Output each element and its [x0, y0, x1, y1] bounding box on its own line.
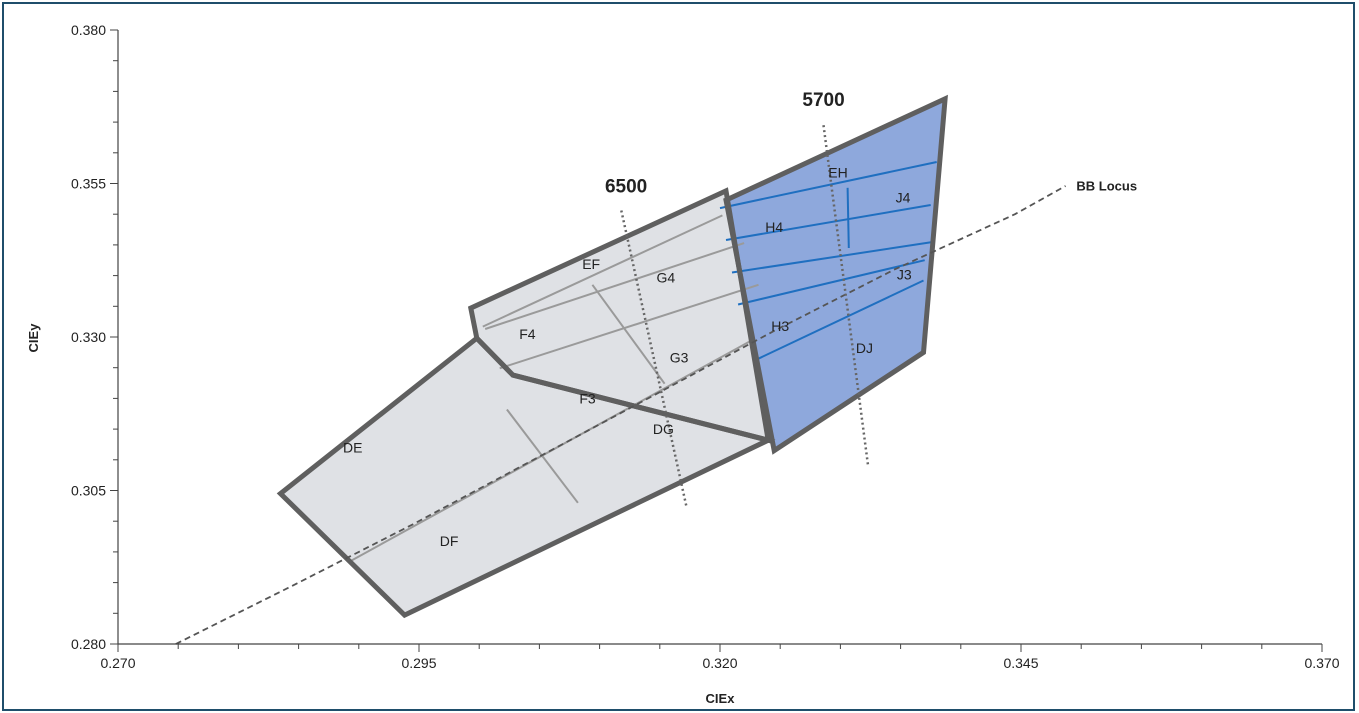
- blue-division-line: [846, 187, 850, 249]
- region-blue: [726, 98, 946, 451]
- bin-label-DJ: DJ: [856, 340, 873, 356]
- y-tick-label: 0.355: [71, 176, 106, 192]
- blue-division-line: [754, 279, 924, 362]
- bin-label-EH: EH: [828, 164, 847, 180]
- x-tick-label: 0.320: [702, 655, 737, 671]
- bin-label-DG: DG: [653, 421, 674, 437]
- y-tick-label: 0.280: [71, 636, 106, 652]
- bb-locus-line: [175, 185, 1066, 645]
- y-tick-label: 0.305: [71, 483, 106, 499]
- cct-lines: 6500 5700: [605, 90, 870, 507]
- x-tick-label: 0.270: [100, 655, 135, 671]
- bin-label-DF: DF: [440, 533, 459, 549]
- bin-label-H4: H4: [765, 219, 783, 235]
- blue-division-line: [719, 161, 937, 210]
- bin-label-DE: DE: [343, 440, 362, 456]
- outline-blue: [723, 94, 948, 455]
- bin-label-H3: H3: [771, 318, 789, 334]
- gray-division-line: [506, 408, 579, 504]
- cct-line-5700: [822, 125, 870, 467]
- bin-regions: [280, 98, 946, 616]
- bin-label-J4: J4: [896, 190, 911, 206]
- bin-division-lines: [276, 94, 948, 619]
- blue-division-line: [737, 259, 925, 306]
- gray-division-line: [484, 242, 745, 330]
- bin-label-G3: G3: [670, 349, 689, 365]
- bin-label-G4: G4: [656, 269, 675, 285]
- bb-locus-layer: BB Locus: [175, 178, 1137, 645]
- x-tick-label: 0.370: [1304, 655, 1339, 671]
- gray-division-line: [499, 283, 759, 370]
- axes: 0.270 0.295 0.320 0.345 0.370 0.280 0.305 0.330…: [71, 22, 1340, 671]
- bin-label-F3: F3: [579, 390, 596, 406]
- blue-division-line: [731, 240, 935, 274]
- bin-label-J3: J3: [897, 266, 912, 282]
- y-tick-label: 0.330: [71, 329, 106, 345]
- region-gray-lower: [280, 338, 769, 616]
- x-tick-label: 0.295: [401, 655, 436, 671]
- y-tick-label: 0.380: [71, 22, 106, 38]
- region-gray-upper: [470, 190, 769, 441]
- cct-line-6500: [620, 210, 688, 507]
- bin-label-EF: EF: [582, 256, 600, 272]
- x-tick-label: 0.345: [1003, 655, 1038, 671]
- gray-division-line: [591, 284, 666, 385]
- bin-labels: DE DF F4 F3 EF G4 G3 DG H4 H3 EH J4 J3 DJ: [343, 164, 912, 548]
- bb-locus-label: BB Locus: [1076, 178, 1137, 193]
- bin-label-F4: F4: [519, 326, 536, 342]
- x-axis-title: CIEx: [706, 691, 736, 706]
- blue-division-line: [725, 204, 931, 241]
- y-axis-title: CIEy: [26, 323, 41, 353]
- cct-label-5700: 5700: [802, 90, 844, 111]
- cct-label-6500: 6500: [605, 177, 647, 198]
- gray-division-line: [482, 214, 723, 328]
